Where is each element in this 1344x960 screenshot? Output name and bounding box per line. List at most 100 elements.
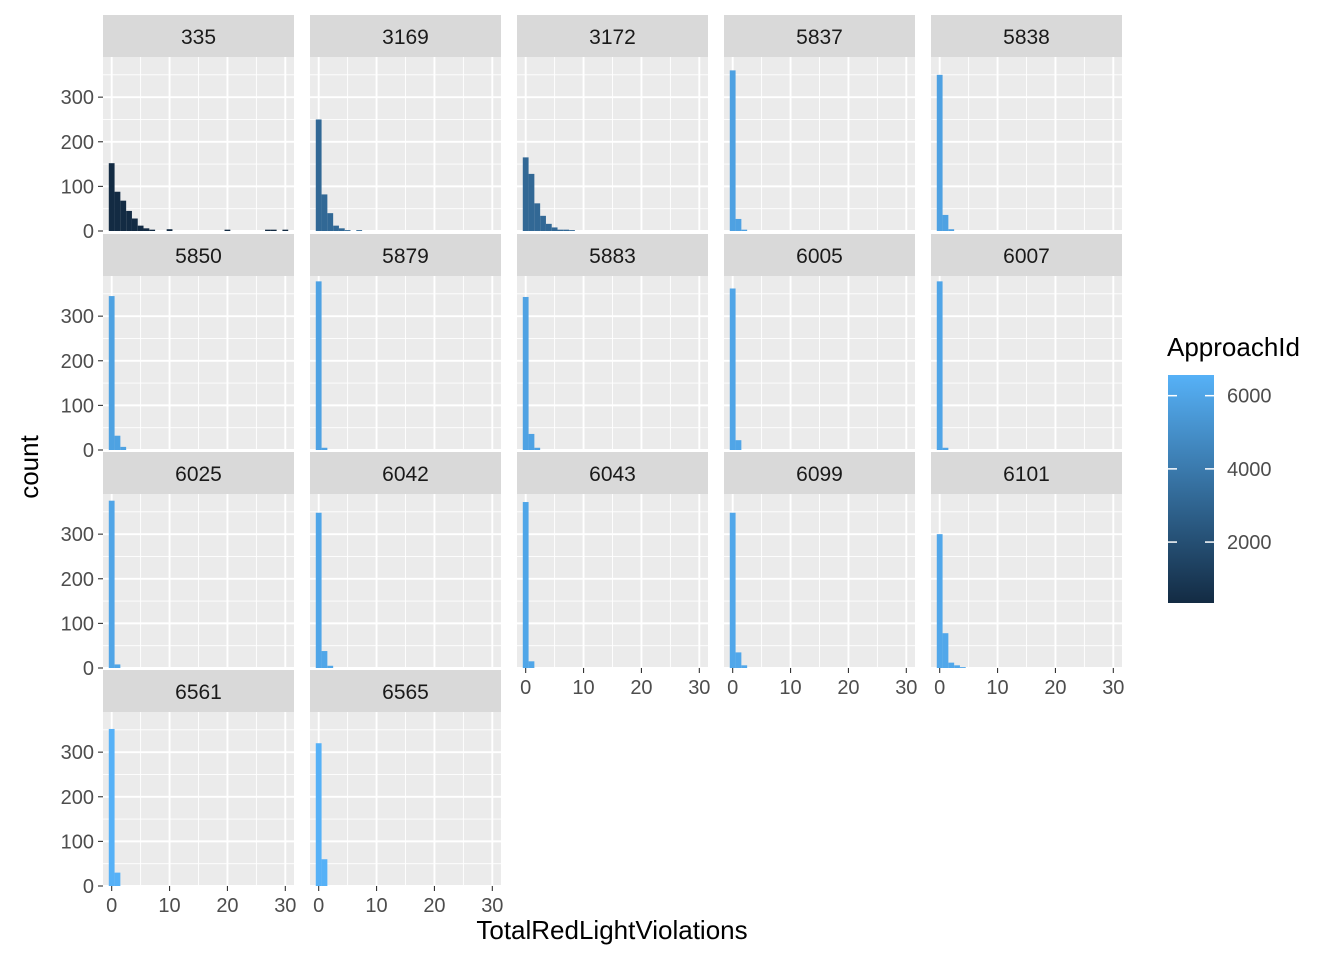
histogram-bar	[545, 223, 552, 231]
facet-strip-label: 6565	[382, 681, 429, 704]
facet-panel-3169: 3169	[310, 15, 501, 232]
y-tick-label: 300	[61, 87, 94, 109]
facet-strip	[724, 234, 915, 276]
x-tick-label: 30	[688, 677, 710, 699]
histogram-bar	[114, 664, 121, 668]
facet-strip	[103, 452, 294, 494]
histogram-bar	[729, 70, 736, 231]
facet-panel-5837: 5837	[724, 15, 915, 232]
histogram-bar	[166, 229, 173, 231]
facet-strip	[517, 234, 708, 276]
histogram-bar	[563, 229, 570, 231]
histogram-bar	[120, 200, 127, 231]
histogram-bar	[528, 433, 535, 450]
histogram-bar	[327, 665, 334, 668]
facet-strip-label: 5838	[1003, 26, 1050, 49]
y-tick-label: 300	[61, 524, 94, 546]
facet-panel-6101: 6101 0 10 20 30	[931, 452, 1124, 699]
facet-strip-label: 5850	[175, 245, 222, 268]
facet-panel-6042: 6042	[310, 452, 501, 669]
histogram-bar	[126, 210, 132, 231]
histogram-bar	[534, 203, 541, 231]
facet-panel-6099: 6099 0 10 20 30	[724, 452, 917, 699]
facet-strip-label: 3169	[382, 26, 429, 49]
x-tick-label: 10	[572, 677, 594, 699]
histogram-bar	[108, 163, 115, 231]
y-tick-label: 200	[61, 569, 94, 591]
histogram-bar	[149, 229, 156, 231]
x-tick-label: 0	[934, 677, 945, 699]
facet-strip-label: 5837	[796, 26, 843, 49]
y-tick-label: 100	[61, 176, 94, 198]
histogram-bar	[522, 502, 529, 668]
facet-strip	[931, 234, 1122, 276]
facet-panel-6043: 6043 0 10 20 30	[517, 452, 710, 699]
histogram-bar	[315, 512, 322, 668]
y-tick-label: 0	[83, 658, 94, 680]
facet-strip	[931, 452, 1122, 494]
y-tick-label: 100	[61, 395, 94, 417]
histogram-bar	[735, 218, 742, 231]
histogram-bar	[338, 228, 345, 231]
x-axis-title: TotalRedLightViolations	[476, 915, 747, 945]
histogram-bar	[120, 446, 127, 450]
facet-strip-label: 6101	[1003, 463, 1050, 486]
x-tick-label: 30	[1102, 677, 1124, 699]
histogram-bar	[315, 743, 322, 886]
histogram-bar	[131, 218, 138, 231]
histogram-bar	[729, 512, 736, 668]
y-tick-label: 0	[83, 440, 94, 462]
y-tick-label: 200	[61, 351, 94, 373]
histogram-bar	[936, 281, 943, 450]
y-tick-label: 300	[61, 306, 94, 328]
histogram-bar	[321, 651, 328, 668]
histogram-bar	[959, 667, 966, 668]
histogram-bar	[315, 281, 322, 450]
legend-colorbar	[1168, 375, 1214, 603]
facet-panel-3172: 3172	[517, 15, 708, 232]
facet-strip	[103, 670, 294, 712]
histogram-bar	[551, 227, 558, 231]
histogram-bar	[315, 119, 322, 231]
facet-strip	[103, 15, 294, 57]
facet-panel-5883: 5883	[517, 234, 708, 451]
y-tick-label: 200	[61, 787, 94, 809]
facet-strip-label: 6007	[1003, 245, 1050, 268]
legend-tick-label: 6000	[1227, 386, 1272, 408]
y-tick-label: 300	[61, 742, 94, 764]
x-tick-label: 30	[274, 895, 296, 917]
legend-title: ApproachId	[1167, 332, 1300, 362]
histogram-bar	[356, 230, 363, 231]
histogram-bar	[114, 435, 121, 450]
histogram-bar	[528, 661, 535, 668]
histogram-bar	[522, 296, 529, 450]
facet-strip-label: 3172	[589, 26, 636, 49]
x-tick-label: 0	[313, 895, 324, 917]
x-tick-label: 30	[481, 895, 503, 917]
facet-panel-335: 335 0 100 200 300	[61, 15, 294, 243]
histogram-bar	[327, 213, 334, 231]
histogram-bar	[224, 229, 231, 231]
facet-strip-label: 6099	[796, 463, 843, 486]
x-tick-label: 20	[216, 895, 238, 917]
facet-panel-6005: 6005	[724, 234, 915, 451]
histogram-bar	[321, 859, 328, 886]
histogram-bar	[143, 228, 150, 231]
x-tick-label: 20	[837, 677, 859, 699]
x-tick-label: 20	[423, 895, 445, 917]
histogram-bar	[321, 194, 328, 231]
facet-strip-label: 6561	[175, 681, 222, 704]
histogram-bar	[557, 229, 564, 231]
facet-strip	[724, 452, 915, 494]
x-tick-label: 10	[158, 895, 180, 917]
facet-strip	[517, 15, 708, 57]
facet-strip	[103, 234, 294, 276]
histogram-bar	[735, 440, 742, 450]
y-tick-label: 0	[83, 221, 94, 243]
histogram-bar	[942, 447, 949, 450]
y-tick-label: 0	[83, 876, 94, 898]
histogram-bar	[936, 74, 943, 231]
histogram-bar	[522, 157, 529, 231]
